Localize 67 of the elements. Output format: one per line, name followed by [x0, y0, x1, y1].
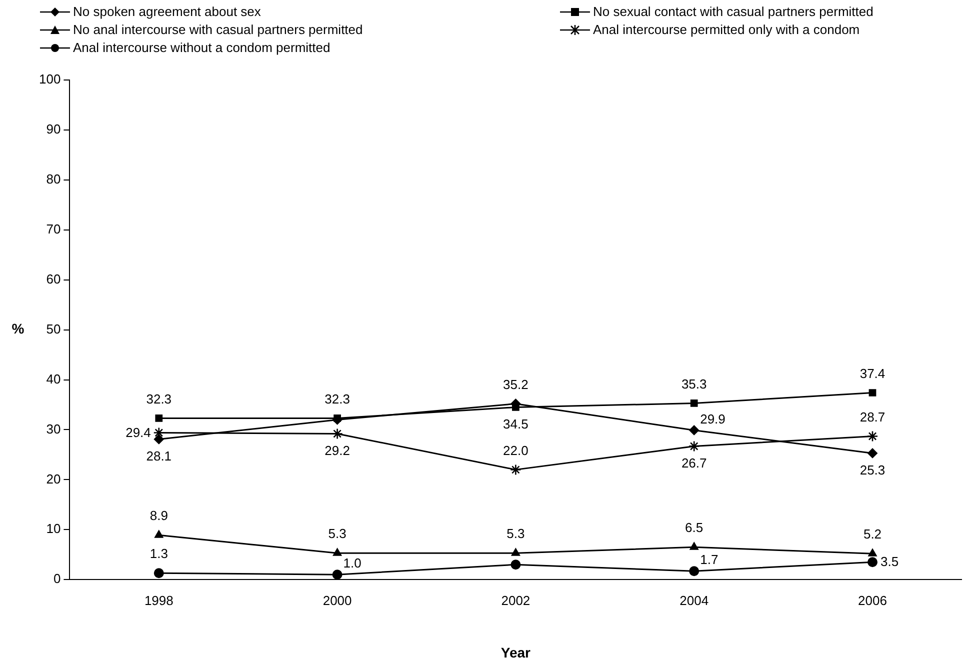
data-label: 35.3	[681, 376, 707, 392]
point	[689, 425, 700, 436]
y-tick-label: 60	[46, 271, 61, 286]
x-tick-label: 2006	[858, 592, 887, 608]
data-label: 37.4	[860, 366, 886, 381]
legend-label: No anal intercourse with casual partners permitted	[73, 22, 363, 37]
data-label: 26.7	[681, 455, 707, 470]
y-tick-label: 20	[46, 471, 61, 486]
data-label: 1.7	[700, 552, 718, 568]
y-tick-label: 90	[46, 122, 61, 137]
point	[690, 542, 698, 550]
legend-label: Anal intercourse without a condom permitted	[73, 40, 330, 55]
y-tick-label: 40	[46, 371, 61, 386]
data-label: 29.4	[126, 424, 151, 440]
point	[868, 548, 877, 556]
data-label: 5.2	[863, 526, 882, 542]
point	[868, 448, 878, 458]
data-label: 34.5	[503, 416, 528, 432]
point	[154, 568, 164, 578]
point	[689, 566, 700, 576]
data-label: 25.3	[860, 462, 886, 478]
point	[511, 548, 520, 556]
point	[690, 400, 698, 407]
point	[155, 414, 163, 422]
data-label: 22.0	[503, 442, 528, 458]
point	[332, 548, 342, 556]
y-tick-label: 70	[46, 221, 61, 236]
data-label: 3.5	[880, 554, 899, 570]
data-label: 1.0	[343, 556, 362, 571]
data-label: 8.9	[150, 508, 168, 524]
y-tick-label: 100	[38, 72, 61, 87]
data-label: 6.5	[685, 520, 704, 536]
point	[510, 464, 522, 476]
y-tick-label: 0	[53, 571, 61, 586]
point	[154, 530, 164, 538]
data-label: 5.3	[328, 526, 346, 542]
x-tick-label: 1998	[144, 592, 174, 608]
legend-label: No sexual contact with casual partners permitted	[593, 4, 874, 19]
y-tick-label: 30	[46, 421, 61, 436]
x-axis-title: Year	[500, 644, 532, 660]
x-tick-label: 2002	[501, 592, 530, 608]
point	[866, 430, 878, 442]
y-axis-title: %	[12, 320, 25, 337]
legend-label: Anal intercourse permitted only with a condom	[593, 22, 860, 37]
data-label: 28.7	[860, 409, 886, 424]
data-label: 29.9	[700, 411, 726, 426]
y-tick-label: 50	[46, 321, 61, 336]
y-tick-label: 80	[46, 172, 61, 186]
data-label: 1.3	[150, 546, 168, 562]
point	[332, 570, 342, 580]
point	[868, 389, 876, 396]
point	[154, 434, 164, 444]
y-tick-label: 10	[46, 521, 61, 536]
data-label: 5.3	[506, 526, 525, 542]
point	[153, 427, 165, 438]
data-label: 35.2	[503, 376, 528, 392]
x-tick-label: 2004	[680, 592, 709, 608]
data-label: 32.3	[146, 391, 172, 406]
point	[688, 440, 700, 452]
data-label: 29.2	[324, 442, 350, 458]
point	[332, 428, 343, 440]
data-label: 28.1	[146, 448, 172, 464]
data-label: 32.3	[324, 391, 350, 406]
point	[510, 560, 521, 570]
x-tick-label: 2000	[322, 592, 352, 608]
point	[868, 557, 878, 568]
legend-label: No spoken agreement about sex	[73, 4, 261, 19]
